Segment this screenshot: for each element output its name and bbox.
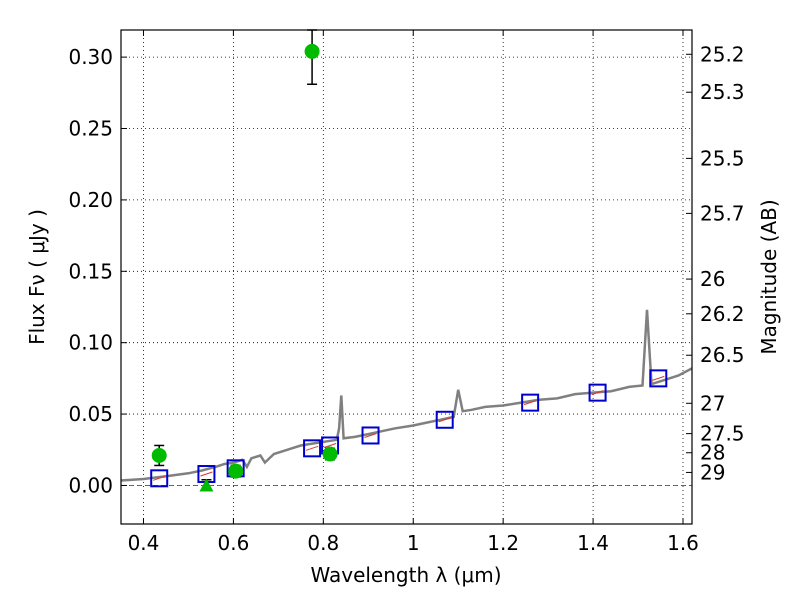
mag-tick-label: 26.2 (700, 302, 745, 326)
model-photometry-inner-mark (591, 390, 604, 396)
model-photometry-square (435, 410, 454, 429)
y-tick-label: 0.20 (68, 188, 113, 212)
observed-point (322, 446, 338, 462)
x-tick-label: 1.2 (487, 531, 519, 555)
mag-tick-label: 25.5 (700, 146, 745, 170)
observed-point (151, 447, 167, 463)
y-tick-label: 0.25 (68, 117, 113, 141)
y2-axis-label: Magnitude (AB) (757, 199, 781, 354)
x-tick-label: 0.8 (307, 531, 339, 555)
mag-tick-label: 27 (700, 391, 725, 415)
model-photometry-inner-mark (200, 471, 213, 477)
grid (121, 30, 692, 524)
model-photometry-inner-mark (323, 442, 337, 448)
plot-frame (120, 29, 693, 525)
model-photometry-inner-mark (652, 375, 665, 381)
mag-tick-label: 25.2 (700, 42, 745, 66)
mag-tick-label: 25.7 (700, 201, 745, 225)
x-tick-label: 1 (407, 531, 420, 555)
y-tick-label: 0.05 (68, 402, 113, 426)
x-tick-label: 1.4 (577, 531, 609, 555)
y-tick-label: 0.30 (68, 45, 113, 69)
model-photometry-square (649, 369, 668, 388)
model-photometry-inner-mark (523, 400, 537, 406)
observed-point (304, 43, 320, 59)
model-photometry-square (303, 439, 322, 458)
y-axis-label: Flux Fν ( μJy ) (25, 209, 49, 345)
model-photometry-inner-mark (305, 445, 319, 451)
model-photometry-square (588, 383, 607, 402)
model-photometry-inner-mark (438, 417, 451, 423)
y-tick-label: 0.15 (68, 259, 113, 283)
x-tick-label: 0.4 (128, 531, 160, 555)
model-photometry-inner-mark (364, 433, 377, 438)
mag-tick-label: 26 (700, 267, 725, 291)
x-tick-label: 0.6 (217, 531, 249, 555)
mag-tick-label: 27.5 (700, 422, 745, 446)
mag-tick-label: 29 (700, 460, 725, 484)
observed-point (228, 463, 244, 479)
model-photometry-inner-mark (153, 475, 166, 481)
model-photometry-square (521, 393, 540, 412)
x-axis-label: Wavelength λ (μm) (310, 563, 501, 587)
mag-tick-label: 25.3 (700, 80, 745, 104)
plot-series (121, 29, 692, 492)
upper-limit-triangle (199, 478, 214, 492)
axis-ticks: 0.4 0.6 0.8 1 1.2 1.4 1.6 0.00 0.05 0.10 0.15 0.20 0… (68, 30, 745, 555)
mag-tick-label: 28 (700, 441, 725, 465)
y-tick-label: 0.00 (68, 473, 113, 497)
model-photometry-square (150, 469, 169, 488)
y-tick-label: 0.10 (68, 331, 113, 355)
mag-tick-label: 26.5 (700, 343, 745, 367)
model-photometry-square (361, 426, 380, 445)
x-tick-label: 1.6 (667, 531, 699, 555)
